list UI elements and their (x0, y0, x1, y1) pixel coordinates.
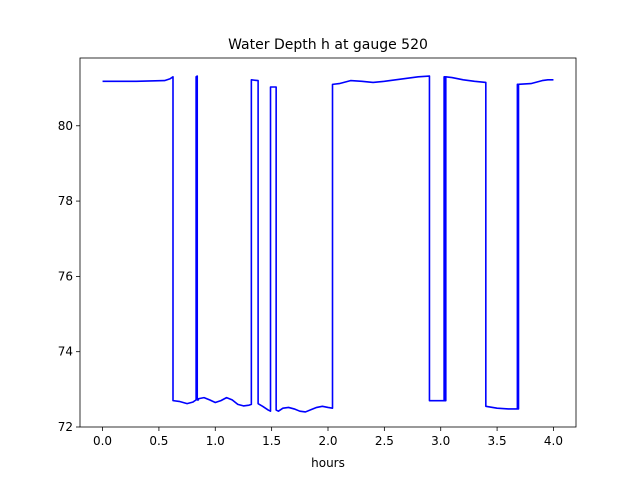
chart-title: Water Depth h at gauge 520 (228, 37, 428, 53)
x-tick-label: 0.0 (93, 434, 112, 448)
x-tick-label: 1.0 (206, 434, 225, 448)
x-tick-label: 3.0 (431, 434, 450, 448)
series-line-0 (102, 75, 554, 413)
y-tick-label: 72 (58, 420, 73, 434)
x-axis-label: hours (311, 456, 345, 470)
y-tick-label: 74 (58, 345, 73, 359)
x-tick-label: 0.5 (149, 434, 168, 448)
x-tick-label: 2.5 (375, 434, 394, 448)
x-tick-label: 1.5 (262, 434, 281, 448)
x-axis: 0.0 0.5 1.0 1.5 2.0 2.5 3.0 3.5 4.0 (93, 427, 563, 448)
y-tick-label: 80 (58, 119, 73, 133)
y-axis: 72 74 76 78 80 (58, 119, 80, 434)
y-tick-label: 76 (58, 269, 73, 283)
x-tick-label: 4.0 (544, 434, 563, 448)
x-tick-label: 2.0 (318, 434, 337, 448)
series-layer (102, 75, 554, 413)
plot-frame (79, 57, 577, 428)
x-tick-label: 3.5 (488, 434, 507, 448)
y-tick-label: 78 (58, 194, 73, 208)
